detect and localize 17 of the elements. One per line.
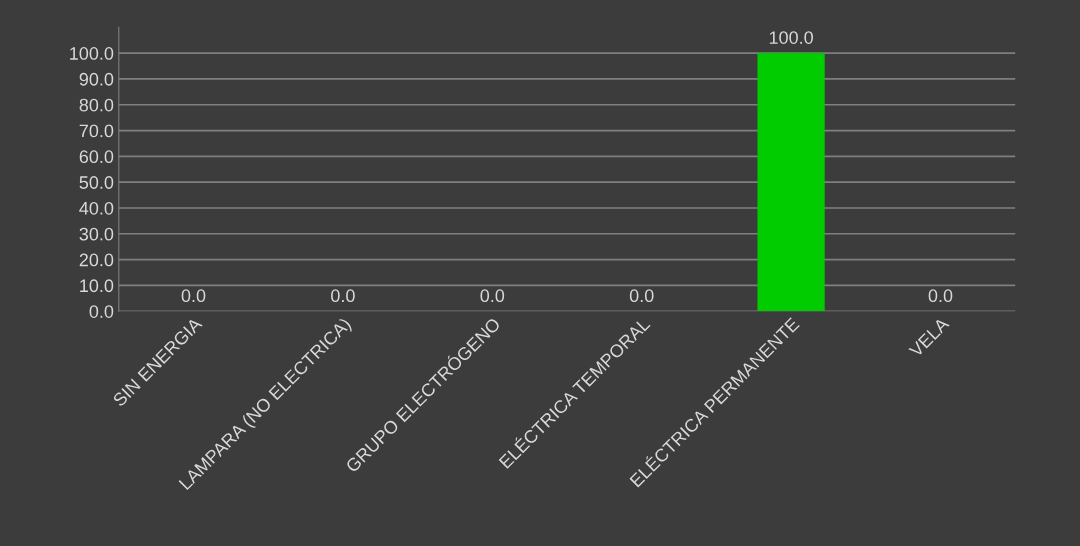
data-label: 0.0 bbox=[331, 289, 355, 303]
y-tick-label: 90.0 bbox=[79, 72, 114, 86]
data-label: 0.0 bbox=[928, 289, 953, 303]
y-tick-label: 80.0 bbox=[79, 98, 114, 112]
y-tick-label: 70.0 bbox=[79, 124, 114, 138]
data-label: 100.0 bbox=[769, 31, 813, 44]
y-tick-label: 40.0 bbox=[79, 201, 114, 215]
y-tick-label: 50.0 bbox=[79, 176, 114, 189]
data-label: 0.0 bbox=[629, 289, 654, 303]
y-tick-label: 20.0 bbox=[79, 253, 114, 267]
data-label: 0.0 bbox=[480, 289, 505, 303]
y-tick-label: 10.0 bbox=[80, 279, 114, 293]
y-tick-label: 30.0 bbox=[79, 227, 114, 241]
data-label: 0.0 bbox=[181, 289, 206, 303]
y-tick-label: 100.0 bbox=[70, 47, 114, 60]
y-tick-label: 0.0 bbox=[89, 305, 114, 318]
y-tick-label: 60.0 bbox=[79, 150, 114, 164]
